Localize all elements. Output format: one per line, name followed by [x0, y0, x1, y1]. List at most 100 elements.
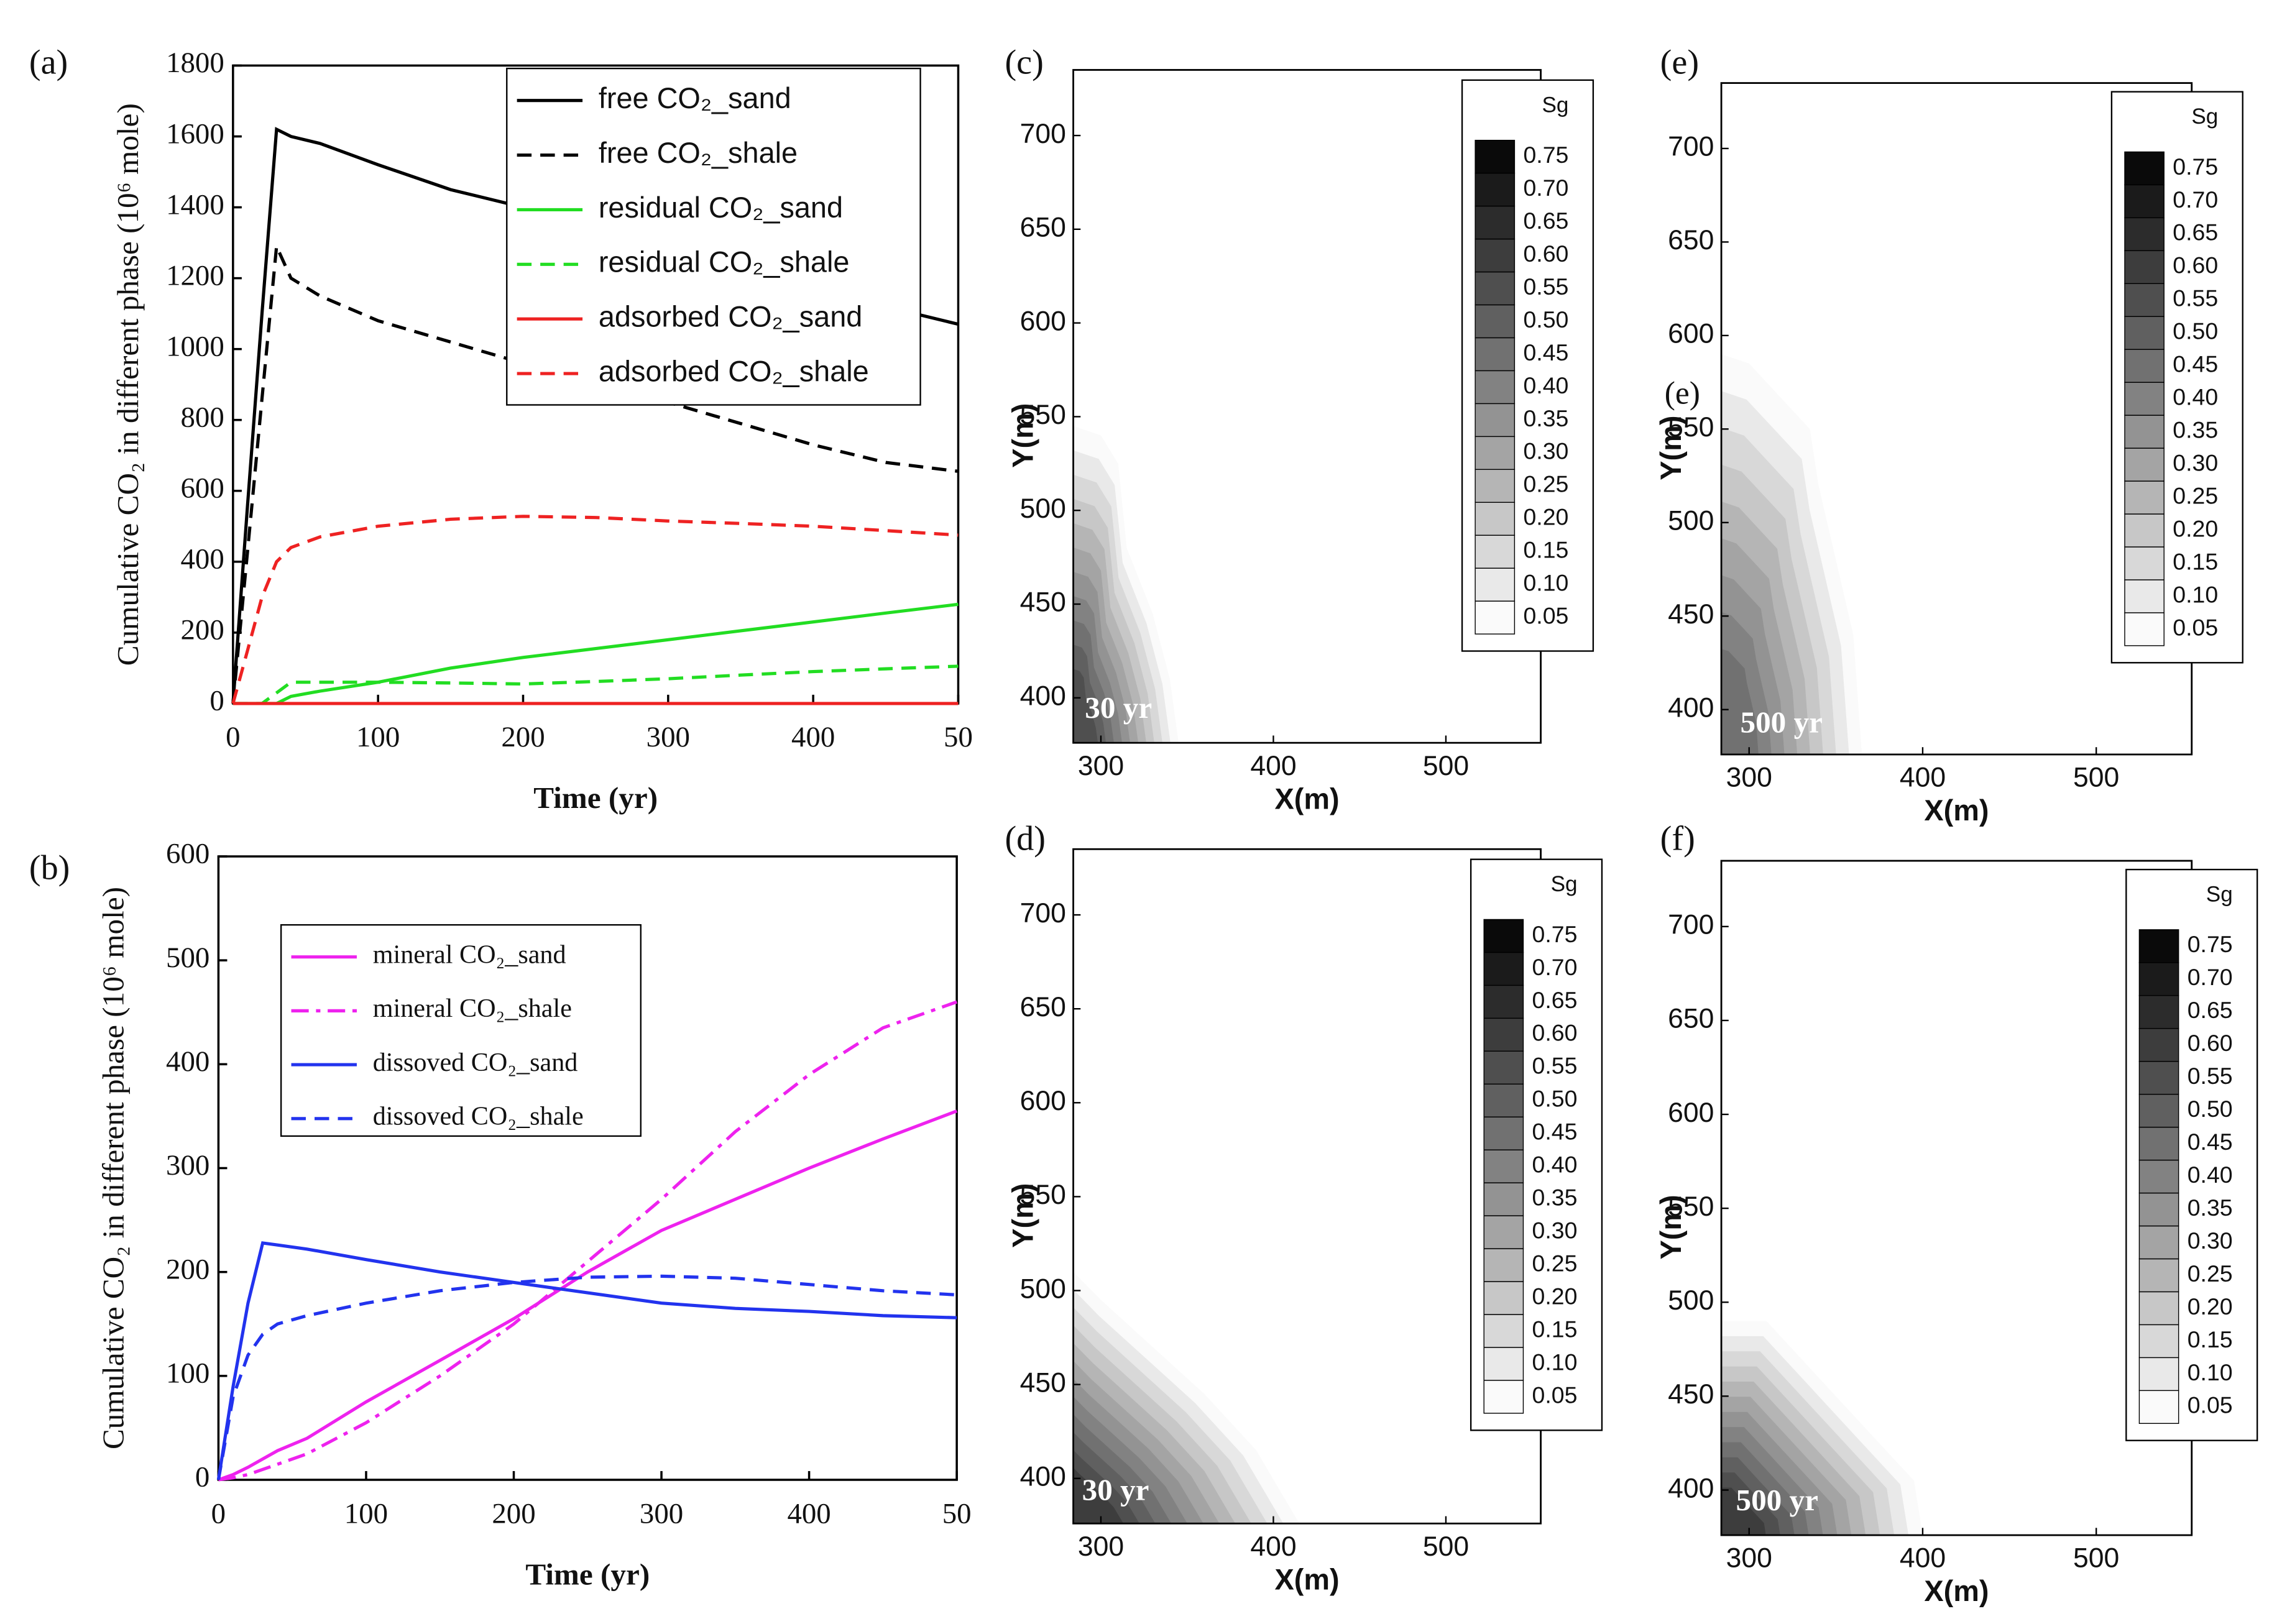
colorbar-label: 0.45 — [1523, 339, 1568, 365]
y-axis-label: Y(m) — [1655, 1195, 1687, 1259]
colorbar-swatch — [1483, 1083, 1524, 1117]
x-tick-label: 50 — [944, 721, 973, 753]
legend-label: dissoved CO₂_sand — [373, 1048, 578, 1077]
x-axis-label: X(m) — [1275, 1563, 1340, 1595]
panel-label: (c) — [1005, 43, 1043, 81]
colorbar-label: 0.60 — [1532, 1020, 1578, 1046]
colorbar-swatch — [2138, 1159, 2179, 1194]
colorbar-swatch — [2124, 447, 2165, 482]
colorbar-swatch — [2138, 1357, 2179, 1392]
colorbar-label: 0.65 — [2188, 997, 2233, 1023]
data-line — [218, 1000, 958, 1482]
x-tick-label: 300 — [1078, 1531, 1124, 1562]
y-tick-label: 550 — [1020, 1180, 1066, 1210]
y-tick-label: 650 — [1668, 1004, 1714, 1034]
colorbar-label: 0.05 — [1523, 603, 1568, 629]
colorbar-swatch — [1483, 1116, 1524, 1150]
y-tick-label: 200 — [166, 1253, 209, 1285]
y-tick-label: 100 — [166, 1357, 209, 1390]
data-line — [231, 240, 959, 704]
y-tick-label: 400 — [1020, 1462, 1066, 1492]
y-tick-label: 450 — [1020, 587, 1066, 618]
data-line — [231, 515, 959, 704]
x-tick-label: 500 — [1423, 751, 1469, 781]
data-line — [216, 1241, 957, 1480]
y-tick-label: 1000 — [166, 330, 224, 362]
colorbar-swatch — [2124, 349, 2165, 383]
x-axis-label: X(m) — [1924, 1575, 1989, 1607]
x-tick-label: 400 — [787, 1497, 830, 1530]
x-tick-label: 500 — [2073, 763, 2119, 793]
colorbar-label: 0.40 — [2188, 1162, 2233, 1188]
colorbar-label: 0.50 — [2188, 1096, 2233, 1122]
colorbar-swatch — [2124, 415, 2165, 449]
colorbar-swatch — [2138, 1390, 2179, 1424]
colorbar-swatch — [2138, 1324, 2179, 1359]
y-axis-label: Y(m) — [1655, 416, 1687, 480]
colorbar-label: 0.15 — [2188, 1326, 2233, 1352]
colorbar-swatch — [2124, 579, 2165, 613]
x-tick-label: 400 — [791, 721, 835, 753]
colorbar-swatch — [2124, 151, 2165, 186]
colorbar-swatch — [1475, 502, 1516, 536]
colorbar-swatch — [2138, 1061, 2179, 1095]
annotation: 30 yr — [1082, 1472, 1149, 1507]
y-tick-label: 700 — [1020, 119, 1066, 149]
colorbar-label: 0.45 — [2173, 351, 2218, 377]
x-axis-label: X(m) — [1275, 782, 1340, 815]
colorbar-swatch — [1475, 469, 1516, 503]
x-tick-label: 500 — [2073, 1543, 2119, 1574]
colorbar-swatch — [1475, 304, 1516, 339]
y-tick-label: 500 — [166, 942, 209, 974]
colorbar-swatch — [2138, 1126, 2179, 1161]
colorbar-label: 0.15 — [1532, 1316, 1578, 1342]
x-tick-label: 0 — [211, 1497, 226, 1530]
x-tick-label: 400 — [1250, 751, 1296, 781]
y-tick-label: 300 — [166, 1149, 209, 1181]
colorbar-swatch — [1475, 139, 1516, 174]
colorbar-swatch — [1475, 436, 1516, 470]
colorbar-swatch — [2124, 382, 2165, 416]
x-tick-label: 300 — [646, 721, 690, 753]
colorbar-swatch — [2138, 1093, 2179, 1128]
data-line — [232, 602, 959, 705]
y-tick-label: 650 — [1020, 992, 1066, 1022]
y-tick-label: 1800 — [166, 47, 224, 79]
annotation: 500 yr — [1736, 1483, 1818, 1517]
colorbar-swatch — [1483, 1182, 1524, 1216]
annotation: (e) — [1665, 375, 1700, 411]
y-tick-label: 400 — [1668, 692, 1714, 723]
y-tick-label: 450 — [1020, 1367, 1066, 1398]
contour-band — [1721, 1487, 1766, 1536]
contour-band — [1721, 649, 1759, 755]
colorbar-label: 0.35 — [2188, 1195, 2233, 1221]
colorbar-swatch — [2124, 480, 2165, 515]
colorbar-swatch — [1483, 1248, 1524, 1282]
colorbar-label: 0.30 — [2173, 449, 2218, 475]
x-tick-label: 300 — [1726, 1543, 1772, 1574]
x-tick-label: 300 — [1078, 751, 1124, 781]
colorbar-title: Sg — [1551, 872, 1578, 896]
panel-label: (e) — [1660, 43, 1699, 81]
x-tick-label: 400 — [1250, 1531, 1296, 1562]
colorbar-label: 0.40 — [1532, 1152, 1578, 1178]
annotation: 30 yr — [1085, 690, 1152, 725]
colorbar-swatch — [2124, 546, 2165, 580]
colorbar-label: 0.45 — [1532, 1119, 1578, 1145]
colorbar-label: 0.35 — [1523, 405, 1568, 431]
colorbar-label: 0.20 — [1523, 504, 1568, 530]
colorbar-swatch — [2138, 929, 2179, 963]
annotation: 500 yr — [1741, 705, 1823, 739]
colorbar-label: 0.20 — [2188, 1293, 2233, 1319]
colorbar-label: 0.70 — [1532, 954, 1578, 980]
legend-label: mineral CO₂_shale — [373, 994, 572, 1023]
colorbar-label: 0.70 — [1523, 175, 1568, 201]
colorbar-swatch — [1475, 172, 1516, 207]
y-tick-label: 600 — [1020, 306, 1066, 336]
colorbar-label: 0.50 — [1532, 1086, 1578, 1112]
colorbar-label: 0.30 — [2188, 1227, 2233, 1254]
colorbar-label: 0.60 — [1523, 241, 1568, 267]
y-tick-label: 700 — [1668, 910, 1714, 940]
colorbar-swatch — [2138, 1258, 2179, 1293]
